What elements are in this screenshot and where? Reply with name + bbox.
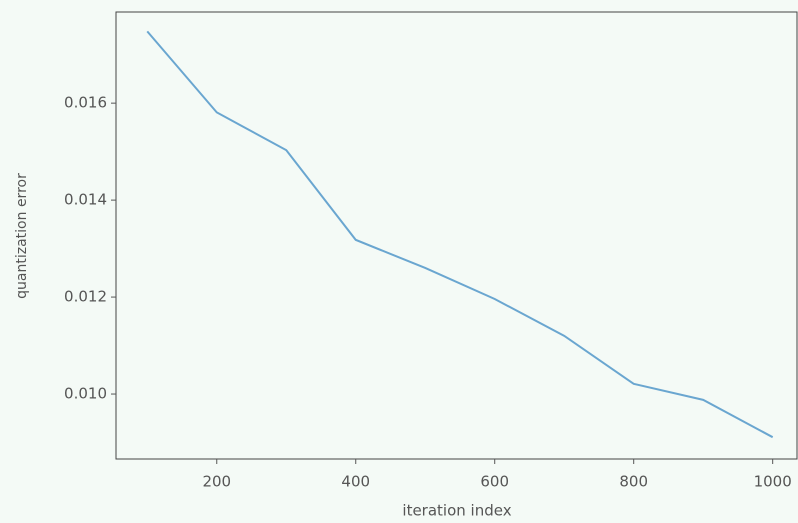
x-axis-label: iteration index — [402, 502, 511, 520]
y-tick-label: 0.012 — [64, 288, 107, 306]
x-tick-label: 400 — [341, 473, 370, 491]
y-tick-label: 0.014 — [64, 191, 107, 209]
x-tick-label: 200 — [202, 473, 231, 491]
page: iteration index quantization error 0.010… — [0, 0, 798, 523]
x-tick-label: 800 — [619, 473, 648, 491]
background — [0, 0, 798, 523]
x-tick-label: 1000 — [754, 473, 792, 491]
y-axis-label: quantization error — [14, 173, 30, 299]
y-tick-label: 0.010 — [64, 385, 107, 403]
x-tick-label: 600 — [480, 473, 509, 491]
y-tick-label: 0.016 — [64, 94, 107, 112]
chart: iteration index quantization error 0.010… — [0, 0, 798, 523]
